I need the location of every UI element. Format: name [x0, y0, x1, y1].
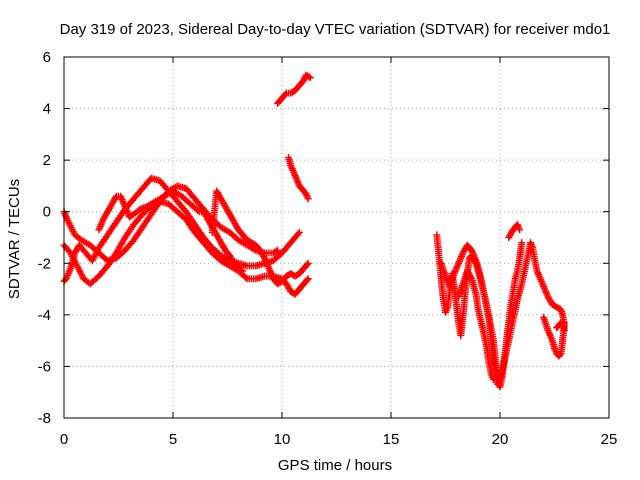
- data-point: [306, 74, 314, 82]
- data-points: [60, 71, 568, 391]
- data-point: [516, 226, 524, 234]
- data-point: [281, 90, 289, 98]
- y-axis-label: SDTVAR / TECUs: [6, 179, 23, 299]
- data-point: [272, 247, 280, 255]
- data-point: [295, 228, 303, 236]
- data-point: [467, 273, 475, 281]
- series-arc-12: [455, 267, 497, 383]
- data-point: [304, 275, 312, 283]
- data-point: [194, 206, 202, 214]
- data-point: [305, 73, 313, 81]
- data-point: [554, 322, 562, 330]
- data-point: [556, 351, 564, 359]
- data-point: [489, 375, 497, 383]
- y-tick-label: -4: [38, 307, 51, 324]
- x-tick-label: 15: [383, 431, 400, 448]
- y-tick-label: 6: [43, 49, 51, 66]
- data-point: [111, 194, 119, 202]
- x-tick-label: 10: [274, 431, 291, 448]
- data-point: [237, 266, 245, 274]
- y-tick-label: -2: [38, 255, 51, 272]
- series-arc-10: [505, 221, 524, 241]
- x-axis-label: GPS time / hours: [278, 457, 392, 474]
- y-tick-label: -8: [38, 410, 51, 427]
- x-tick-label: 5: [169, 431, 177, 448]
- series-arc-11: [540, 313, 568, 360]
- axis-ticks: 0 5 10 15 20 25 -8 -6 -4 -2 0 2 4 6: [38, 49, 618, 448]
- y-tick-label: -6: [38, 358, 51, 375]
- y-tick-label: 2: [43, 152, 51, 169]
- data-point: [294, 230, 302, 238]
- data-point: [304, 195, 312, 203]
- series-arc-4: [95, 187, 247, 275]
- data-point: [260, 253, 268, 261]
- data-point: [518, 239, 526, 247]
- plot-frame: [63, 56, 610, 419]
- x-tick-label: 0: [60, 431, 68, 448]
- data-point: [239, 267, 247, 275]
- y-tick-label: 4: [43, 101, 51, 118]
- y-tick-label: 0: [43, 204, 51, 221]
- grid: [64, 57, 609, 418]
- series-arc-7: [285, 154, 312, 203]
- data-point: [304, 259, 312, 267]
- data-point: [274, 246, 282, 254]
- series-arc-6: [274, 71, 314, 107]
- data-point: [242, 273, 250, 281]
- series-arc-5: [208, 187, 312, 288]
- data-point: [303, 261, 311, 269]
- x-tick-label: 25: [601, 431, 618, 448]
- chart-title: Day 319 of 2023, Sidereal Day-to-day VTE…: [60, 21, 611, 38]
- data-point: [303, 276, 311, 284]
- x-tick-label: 20: [492, 431, 509, 448]
- data-point: [553, 324, 561, 332]
